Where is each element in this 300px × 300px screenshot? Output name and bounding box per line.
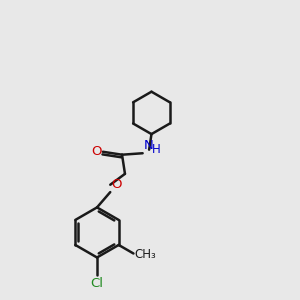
- Text: O: O: [91, 145, 101, 158]
- Text: O: O: [111, 178, 122, 191]
- Text: N: N: [143, 139, 153, 152]
- Text: H: H: [152, 142, 161, 156]
- Text: Cl: Cl: [91, 277, 103, 290]
- Text: CH₃: CH₃: [135, 248, 156, 261]
